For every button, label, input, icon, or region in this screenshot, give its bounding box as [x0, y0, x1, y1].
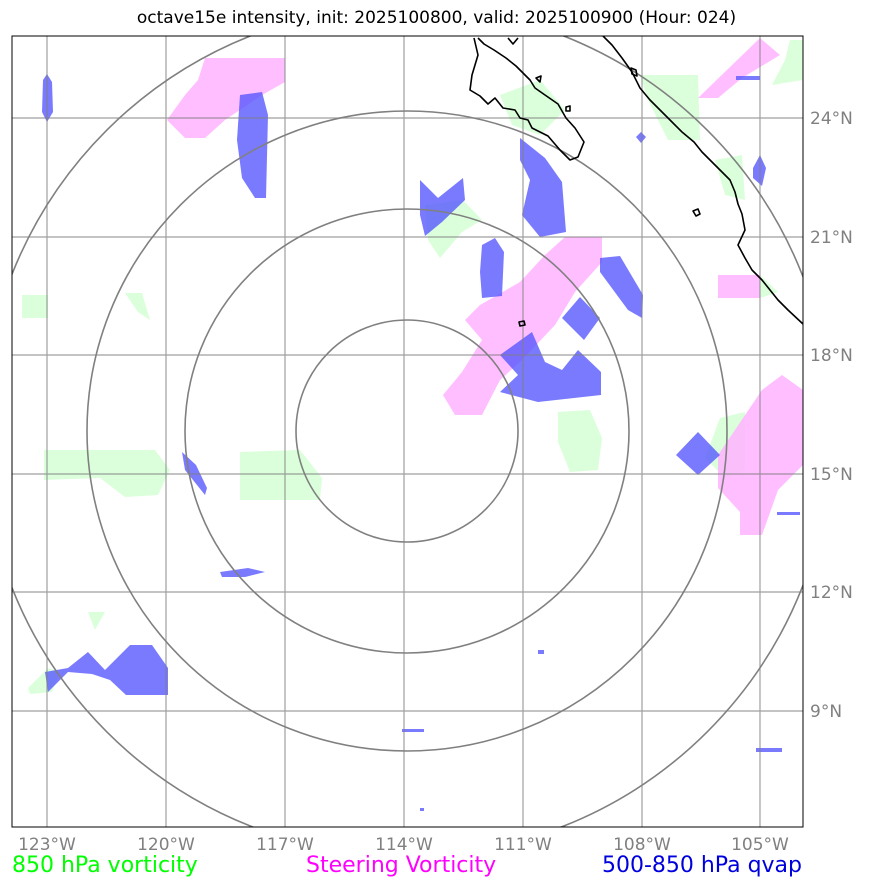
- vort850-patch: [772, 40, 803, 85]
- lon-label: 117°W: [256, 835, 314, 855]
- vort850-patch: [500, 80, 565, 135]
- map-frame: [11, 35, 804, 828]
- qvap-patch: [756, 748, 782, 752]
- mainland-coast: [602, 36, 803, 325]
- lat-label: 9°N: [810, 702, 842, 722]
- qvap-patch: [500, 332, 601, 402]
- lon-label: 120°W: [137, 835, 195, 855]
- lat-label: 12°N: [810, 583, 853, 603]
- qvap-patch: [220, 568, 265, 577]
- lat-label: 21°N: [810, 228, 853, 248]
- lat-label: 15°N: [810, 465, 853, 485]
- qvap-patch: [736, 76, 760, 80]
- islet: [507, 37, 519, 45]
- legend-qvap: 500-850 hPa qvap: [601, 853, 802, 878]
- vort850-contours: [22, 40, 803, 694]
- islet: [630, 67, 638, 77]
- vort850-patch: [760, 275, 778, 298]
- baja-coast: [469, 37, 585, 161]
- range-ring: [12, 36, 803, 827]
- chart-title: octave15e intensity, init: 2025100800, v…: [136, 8, 737, 28]
- vort850-patch: [22, 295, 48, 318]
- islet: [535, 75, 542, 83]
- islet: [692, 208, 701, 217]
- islet: [518, 320, 526, 327]
- qvap-contours: [42, 74, 800, 811]
- vort850-patch: [88, 612, 105, 630]
- qvap-patch: [520, 138, 566, 237]
- lon-label: 114°W: [375, 835, 433, 855]
- legend-steering: Steering Vorticity: [306, 853, 497, 878]
- vort850-patch: [715, 155, 745, 200]
- qvap-patch: [420, 178, 465, 236]
- qvap-patch: [480, 238, 504, 298]
- range-ring: [86, 110, 728, 752]
- range-rings: [12, 36, 803, 827]
- graticule: [12, 36, 803, 827]
- range-ring: [184, 208, 630, 654]
- qvap-patch: [538, 650, 544, 654]
- lon-label: 105°W: [731, 835, 789, 855]
- steering-patch: [698, 38, 780, 98]
- steering-patch: [718, 275, 760, 298]
- vort850-patch: [640, 75, 700, 140]
- vort850-patch: [558, 410, 602, 472]
- lat-label: 24°N: [810, 109, 853, 129]
- islet: [565, 105, 571, 112]
- qvap-patch: [420, 808, 424, 811]
- qvap-patch: [676, 432, 720, 475]
- lat-label: 18°N: [810, 346, 853, 366]
- coastlines: [469, 36, 803, 327]
- lon-label: 111°W: [494, 835, 552, 855]
- qvap-patch: [777, 512, 800, 515]
- legend-vort850: 850 hPa vorticity: [12, 853, 198, 878]
- qvap-patch: [402, 729, 424, 732]
- qvap-patch: [636, 132, 646, 143]
- range-ring: [295, 319, 519, 543]
- qvap-patch: [45, 645, 168, 695]
- lon-label: 108°W: [613, 835, 671, 855]
- qvap-patch: [600, 256, 643, 318]
- qvap-patch: [562, 297, 600, 340]
- vort850-patch: [125, 293, 150, 320]
- lon-label: 123°W: [18, 835, 76, 855]
- vort850-patch: [240, 450, 322, 500]
